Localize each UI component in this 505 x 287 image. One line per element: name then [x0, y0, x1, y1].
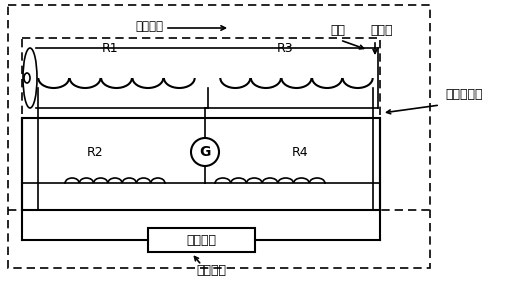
Text: R1: R1 [102, 42, 118, 55]
Text: 气流方向: 气流方向 [135, 20, 163, 34]
Text: 测量管: 测量管 [370, 24, 392, 36]
Text: 恒流电源: 恒流电源 [196, 263, 227, 276]
Text: 流量传感器: 流量传感器 [445, 88, 482, 102]
Ellipse shape [24, 73, 30, 83]
Circle shape [191, 138, 219, 166]
Text: 恒流电源: 恒流电源 [186, 234, 217, 247]
Ellipse shape [23, 48, 37, 108]
Text: R4: R4 [292, 146, 309, 158]
Text: R2: R2 [87, 146, 104, 158]
Text: 线圈: 线圈 [330, 24, 345, 36]
Text: G: G [199, 145, 211, 159]
Text: R3: R3 [277, 42, 293, 55]
